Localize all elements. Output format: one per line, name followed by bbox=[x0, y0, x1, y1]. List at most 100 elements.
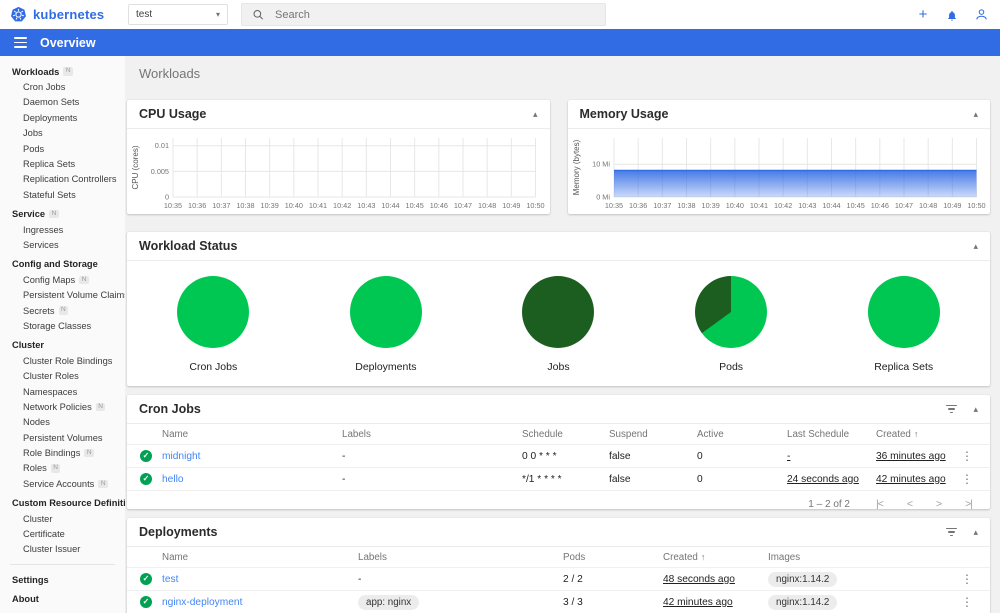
column-header-name[interactable]: Name bbox=[162, 551, 189, 563]
menu-icon[interactable] bbox=[14, 37, 27, 48]
memory-chart-body: 10:35 10:36 10:37 10:38 10:39 10:40 10:41 10:42… bbox=[568, 129, 991, 212]
pie-chart bbox=[867, 276, 940, 348]
sidebar-item-services[interactable]: Services bbox=[0, 237, 125, 252]
sidebar-item-service-accounts[interactable]: Service Accounts N bbox=[0, 476, 125, 491]
sidebar-item-cluster-roles[interactable]: Cluster Roles bbox=[0, 368, 125, 383]
sidebar-item-replication-controllers[interactable]: Replication Controllers bbox=[0, 172, 125, 187]
user-account-button[interactable] bbox=[971, 5, 991, 25]
sidebar-item-storage-classes[interactable]: Storage Classes bbox=[0, 318, 125, 333]
next-page-icon[interactable]: > bbox=[936, 498, 942, 510]
resource-link[interactable]: hello bbox=[162, 473, 184, 485]
resource-link[interactable]: nginx-deployment bbox=[162, 596, 243, 608]
svg-text:10:50: 10:50 bbox=[526, 201, 544, 210]
collapse-panel-icon[interactable]: ▴ bbox=[973, 108, 978, 119]
sidebar-item-namespaces[interactable]: Namespaces bbox=[0, 384, 125, 399]
first-page-icon[interactable]: |< bbox=[876, 498, 884, 510]
column-header-labels[interactable]: Labels bbox=[358, 551, 387, 563]
cell-value[interactable]: - bbox=[787, 450, 791, 462]
sidebar-item-workloads[interactable]: Workloads N bbox=[0, 64, 125, 79]
sidebar-item-pods[interactable]: Pods bbox=[0, 141, 125, 156]
column-header-last-schedule[interactable]: Last Schedule bbox=[787, 428, 850, 440]
sidebar-item-replica-sets[interactable]: Replica Sets bbox=[0, 156, 125, 171]
sidebar-item-cron-jobs[interactable]: Cron Jobs bbox=[0, 79, 125, 94]
sidebar-item-cluster[interactable]: Cluster bbox=[0, 338, 125, 353]
namespace-value: test bbox=[136, 9, 153, 20]
status-ok-icon: ✓ bbox=[140, 450, 152, 462]
pie-chart bbox=[177, 276, 250, 348]
cell-value: */1 * * * * bbox=[522, 473, 562, 485]
column-header-pods[interactable]: Pods bbox=[563, 551, 586, 563]
column-header-created[interactable]: Created ↑ bbox=[876, 428, 919, 440]
cronjobs-table-body: ✓ midnight - 0 0 * * * false 0 - 36 minutes ago… bbox=[127, 445, 990, 491]
sidebar-item-custom-resource-definitions[interactable]: Custom Resource Definitions bbox=[0, 496, 125, 511]
collapse-panel-icon[interactable]: ▴ bbox=[973, 240, 978, 251]
app-bar: Overview bbox=[0, 29, 1000, 56]
row-menu-icon[interactable]: ⋮ bbox=[961, 572, 973, 586]
row-menu-icon[interactable]: ⋮ bbox=[961, 595, 973, 609]
sidebar-item-about[interactable]: About bbox=[0, 592, 125, 607]
column-header-created[interactable]: Created ↑ bbox=[663, 551, 706, 563]
sidebar-item-settings[interactable]: Settings bbox=[0, 572, 125, 587]
cell-value[interactable]: 24 seconds ago bbox=[787, 473, 859, 485]
sidebar-item-daemon-sets[interactable]: Daemon Sets bbox=[0, 95, 125, 110]
column-header-labels[interactable]: Labels bbox=[342, 428, 371, 440]
sidebar-item-deployments[interactable]: Deployments bbox=[0, 110, 125, 125]
notifications-button[interactable] bbox=[942, 5, 962, 25]
resource-link[interactable]: test bbox=[162, 573, 179, 585]
namespace-selector[interactable]: test ▾ bbox=[128, 4, 228, 25]
cell-value[interactable]: 36 minutes ago bbox=[876, 450, 946, 462]
svg-text:10:50: 10:50 bbox=[967, 201, 985, 210]
row-menu-icon[interactable]: ⋮ bbox=[961, 472, 973, 486]
sidebar-item-label: Secrets bbox=[23, 305, 55, 316]
sidebar-item-jobs[interactable]: Jobs bbox=[0, 126, 125, 141]
deployments-table-body: ✓ test - 2 / 2 48 seconds ago nginx:1.14.2 ⋮ ✓ n… bbox=[127, 568, 990, 613]
kubernetes-logo[interactable]: kubernetes bbox=[0, 6, 122, 23]
pie-label: Replica Sets bbox=[874, 361, 934, 373]
create-resource-button[interactable]: + bbox=[918, 6, 928, 23]
collapse-panel-icon[interactable]: ▴ bbox=[973, 403, 978, 414]
sidebar-item-ingresses[interactable]: Ingresses bbox=[0, 222, 125, 237]
sidebar-item-config-and-storage[interactable]: Config and Storage bbox=[0, 257, 125, 272]
search-bar[interactable] bbox=[241, 3, 606, 26]
sidebar-item-persistent-volumes[interactable]: Persistent Volumes bbox=[0, 430, 125, 445]
search-input[interactable] bbox=[273, 7, 595, 22]
sidebar-item-network-policies[interactable]: Network Policies N bbox=[0, 399, 125, 414]
cronjobs-pagination: 1 – 2 of 2 |< < > >| bbox=[127, 491, 990, 517]
column-header-suspend[interactable]: Suspend bbox=[609, 428, 648, 440]
card-title: Workload Status bbox=[139, 239, 238, 253]
column-header-images[interactable]: Images bbox=[768, 551, 801, 563]
prev-page-icon[interactable]: < bbox=[906, 498, 913, 510]
sidebar-item-role-bindings[interactable]: Role Bindings N bbox=[0, 445, 125, 460]
cronjobs-table-header-row: Name Labels Schedule Suspend Active Last Sche… bbox=[127, 424, 990, 445]
filter-icon[interactable] bbox=[946, 404, 958, 414]
sidebar-item-service[interactable]: Service N bbox=[0, 207, 125, 222]
label-chip: nginx:1.14.2 bbox=[768, 571, 838, 587]
collapse-panel-icon[interactable]: ▴ bbox=[532, 108, 538, 119]
cell-value[interactable]: 48 seconds ago bbox=[663, 573, 735, 585]
column-header-schedule[interactable]: Schedule bbox=[522, 428, 563, 440]
sidebar-item-cluster[interactable]: Cluster bbox=[0, 511, 125, 526]
last-page-icon[interactable]: >| bbox=[965, 498, 973, 510]
chevron-down-icon: ▾ bbox=[215, 10, 220, 19]
resource-link[interactable]: midnight bbox=[162, 450, 201, 462]
filter-icon[interactable] bbox=[946, 527, 958, 537]
column-header-name[interactable]: Name bbox=[162, 428, 189, 440]
sidebar-item-secrets[interactable]: Secrets N bbox=[0, 303, 125, 318]
sidebar-item-config-maps[interactable]: Config Maps N bbox=[0, 272, 125, 287]
sidebar-item-stateful-sets[interactable]: Stateful Sets bbox=[0, 187, 125, 202]
cell-value[interactable]: 42 minutes ago bbox=[876, 473, 946, 485]
row-menu-icon[interactable]: ⋮ bbox=[961, 449, 973, 463]
collapse-panel-icon[interactable]: ▴ bbox=[973, 526, 978, 537]
sidebar-item-cluster-role-bindings[interactable]: Cluster Role Bindings bbox=[0, 353, 125, 368]
sidebar-item-roles[interactable]: Roles N bbox=[0, 461, 125, 476]
sidebar-item-label: Cluster bbox=[23, 513, 53, 524]
sidebar-item-nodes[interactable]: Nodes bbox=[0, 415, 125, 430]
svg-text:10:46: 10:46 bbox=[870, 201, 888, 210]
sidebar-item-cluster-issuer[interactable]: Cluster Issuer bbox=[0, 542, 125, 557]
sidebar-item-certificate[interactable]: Certificate bbox=[0, 526, 125, 541]
pagination-range-label: 1 – 2 of 2 bbox=[808, 498, 850, 510]
card-title: Cron Jobs bbox=[139, 402, 201, 416]
column-header-active[interactable]: Active bbox=[697, 428, 724, 440]
sidebar-item-persistent-volume-claims[interactable]: Persistent Volume ClaimsN bbox=[0, 287, 125, 302]
cell-value[interactable]: 42 minutes ago bbox=[663, 596, 733, 608]
